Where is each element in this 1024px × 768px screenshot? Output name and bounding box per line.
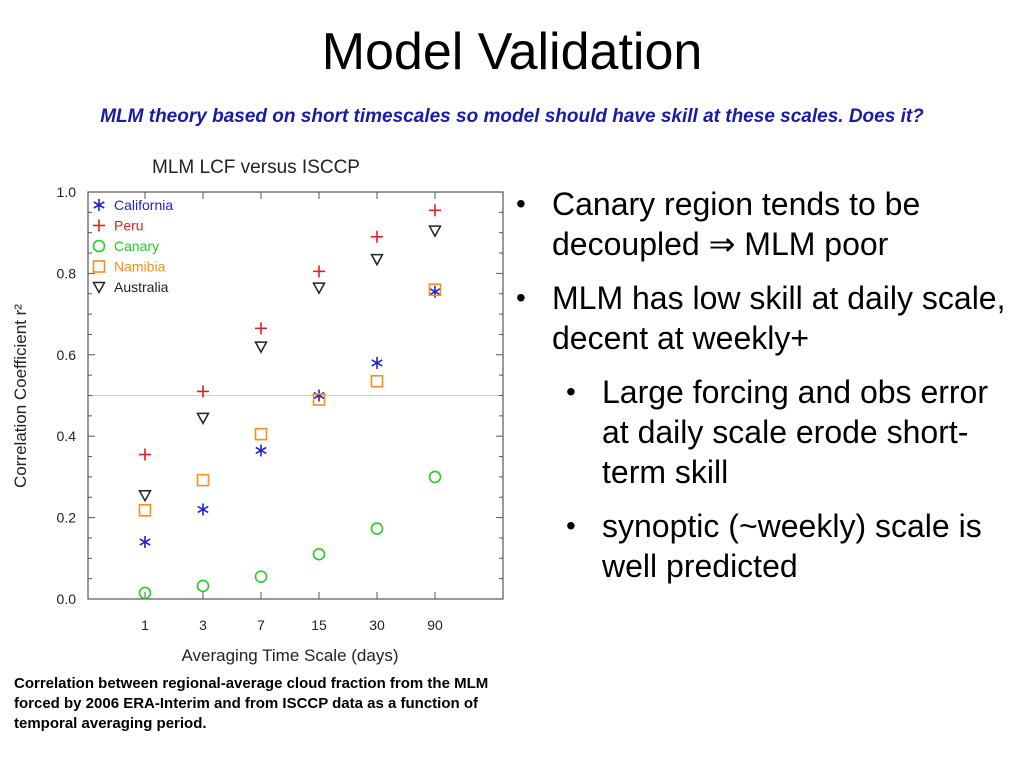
marker-stroke — [429, 288, 441, 296]
series-namibia — [138, 283, 442, 517]
marker-stroke — [139, 538, 151, 546]
legend-label: Peru — [114, 218, 144, 234]
bullet-list: • Canary region tends to be decoupled ⇒ … — [510, 184, 1015, 600]
y-tick-label: 1.0 — [57, 184, 77, 200]
series-canary — [138, 470, 442, 600]
y-tick-label: 0.0 — [57, 591, 77, 607]
data-point — [428, 283, 442, 296]
series-california — [139, 285, 441, 549]
x-tick-label: 1 — [141, 617, 149, 633]
legend-marker — [92, 281, 106, 295]
bullet-glyph: • — [516, 188, 526, 219]
y-tick-label: 0.6 — [57, 347, 77, 363]
data-point — [138, 503, 152, 517]
x-tick-label: 3 — [199, 617, 207, 633]
legend-label: Canary — [114, 238, 159, 254]
legend-label: Australia — [114, 279, 169, 295]
bullet-text: Canary region tends to be decoupled ⇒ ML… — [552, 186, 921, 262]
bullet-glyph: • — [566, 510, 576, 541]
y-tick-label: 0.4 — [57, 428, 77, 444]
sub-bullet-item: • Large forcing and obs error at daily s… — [510, 372, 1015, 492]
marker-stroke — [371, 359, 383, 367]
series-australia — [138, 225, 442, 503]
x-tick-label: 90 — [427, 617, 443, 633]
data-point — [370, 374, 384, 388]
data-point — [196, 473, 210, 487]
bullet-item: • MLM has low skill at daily scale, dece… — [510, 278, 1015, 358]
x-tick-label: 7 — [257, 617, 265, 633]
data-point — [254, 570, 268, 583]
legend-label: California — [114, 197, 173, 213]
chart-title: MLM LCF versus ISCCP — [152, 157, 360, 178]
data-point — [254, 427, 268, 441]
bullet-item: • Canary region tends to be decoupled ⇒ … — [510, 184, 1015, 264]
legend-marker — [93, 199, 105, 211]
data-point — [255, 322, 267, 335]
legend-marker — [93, 219, 105, 232]
data-point — [370, 253, 384, 267]
x-axis-label: Averaging Time Scale (days) — [181, 646, 398, 665]
y-tick-label: 0.2 — [57, 510, 77, 526]
data-point — [312, 547, 326, 561]
series-peru — [139, 204, 441, 461]
marker-stroke — [93, 201, 105, 209]
data-point — [196, 579, 210, 593]
data-point — [138, 489, 152, 503]
data-point — [371, 356, 383, 369]
data-point — [370, 522, 384, 535]
data-point — [428, 470, 442, 484]
scatter-chart: MLM LCF versus ISCCP 0.00.20.40.60.81.0 … — [11, 157, 504, 665]
x-tick-label: 30 — [369, 617, 385, 633]
slide-subtitle: MLM theory based on short timescales so … — [100, 106, 924, 127]
bullet-text: Large forcing and obs error at daily sca… — [602, 374, 988, 490]
data-point — [197, 503, 209, 516]
y-axis-label: Correlation Coefficient r² — [11, 304, 30, 488]
marker-stroke — [255, 446, 267, 455]
data-point — [139, 448, 151, 461]
slide-title: Model Validation — [321, 23, 703, 81]
legend-marker — [92, 239, 106, 253]
data-point — [138, 586, 152, 600]
bullet-text: MLM has low skill at daily scale, decent… — [552, 280, 1006, 356]
x-tick-label: 15 — [311, 617, 327, 633]
legend-marker — [92, 260, 106, 273]
bullet-text: synoptic (~weekly) scale is well predict… — [602, 508, 982, 584]
data-point — [139, 536, 151, 549]
sub-bullet-item: • synoptic (~weekly) scale is well predi… — [510, 506, 1015, 586]
bullet-glyph: • — [566, 376, 576, 407]
data-point — [197, 385, 209, 398]
chart-container: MLM LCF versus ISCCP 0.0 0.2 0.4 0.6 0.8 1.0 … — [0, 148, 520, 673]
legend-label: Namibia — [114, 259, 166, 275]
y-tick-label: 0.8 — [57, 265, 77, 281]
figure-caption: Correlation between regional-average clo… — [14, 675, 489, 732]
data-point — [313, 265, 325, 278]
data-point — [371, 230, 383, 243]
data-point — [429, 204, 441, 217]
data-point — [255, 444, 267, 457]
data-point — [196, 412, 210, 425]
data-point — [312, 282, 326, 295]
data-point — [312, 393, 326, 406]
data-point — [428, 225, 442, 238]
data-point — [254, 341, 268, 354]
marker-stroke — [197, 505, 209, 514]
bullet-glyph: • — [516, 282, 526, 313]
